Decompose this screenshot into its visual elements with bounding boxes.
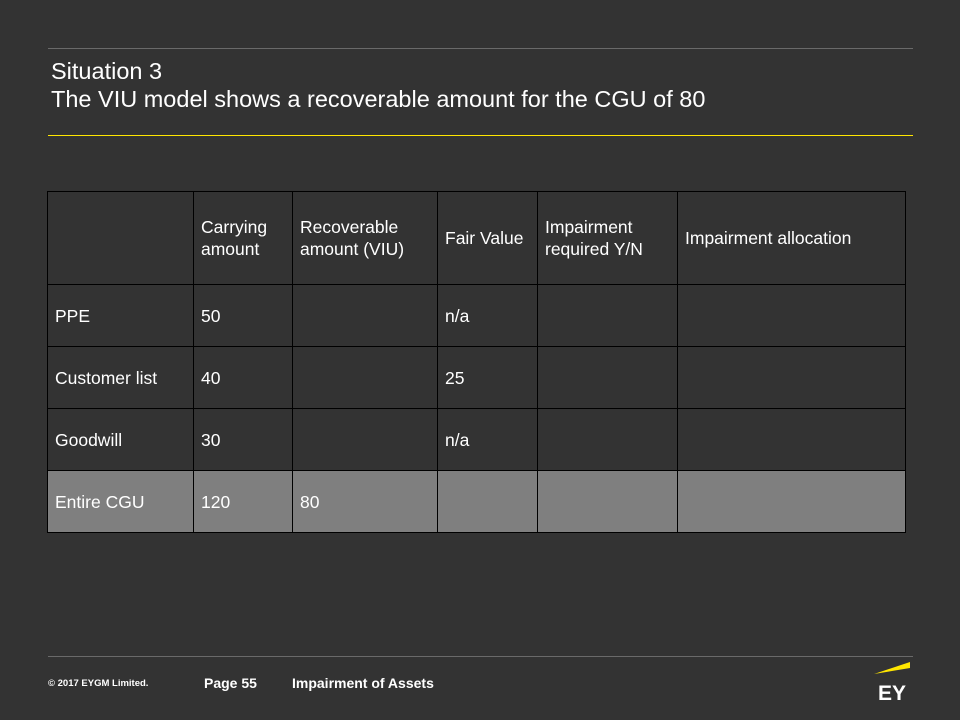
- header-impairment-required: Impairment required Y/N: [537, 191, 678, 285]
- table-cell: [677, 408, 906, 471]
- table-row-total: Entire CGU 120 80: [47, 470, 906, 533]
- header-cell: [47, 191, 194, 285]
- title-line-1: Situation 3: [51, 58, 163, 84]
- table-cell: [437, 470, 538, 533]
- table-cell: [537, 470, 678, 533]
- header-impairment-allocation: Impairment allocation: [677, 191, 906, 285]
- row-label: Goodwill: [47, 408, 194, 471]
- table-cell: [537, 346, 678, 409]
- table-cell: [537, 284, 678, 347]
- header-recoverable-amount: Recoverable amount (VIU): [292, 191, 438, 285]
- title-line-2: The VIU model shows a recoverable amount…: [51, 86, 706, 112]
- table-cell: 30: [193, 408, 293, 471]
- table-cell: 40: [193, 346, 293, 409]
- table-cell: 80: [292, 470, 438, 533]
- table-cell: n/a: [437, 284, 538, 347]
- table-cell: [292, 408, 438, 471]
- table-cell: [292, 284, 438, 347]
- table-cell: [677, 284, 906, 347]
- table-cell: [677, 346, 906, 409]
- table-cell: 120: [193, 470, 293, 533]
- top-divider: [48, 48, 913, 49]
- row-label: PPE: [47, 284, 194, 347]
- row-label: Customer list: [47, 346, 194, 409]
- table-header-row: Carrying amount Recoverable amount (VIU)…: [47, 191, 906, 285]
- copyright-text: © 2017 EYGM Limited.: [48, 678, 149, 689]
- table-cell: 50: [193, 284, 293, 347]
- table-row: PPE 50 n/a: [47, 284, 906, 347]
- page-number: Page 55: [204, 675, 257, 691]
- footer-divider: [48, 656, 913, 657]
- table-cell: [537, 408, 678, 471]
- table-cell: n/a: [437, 408, 538, 471]
- footer-title: Impairment of Assets: [292, 675, 434, 691]
- table-row: Goodwill 30 n/a: [47, 408, 906, 471]
- header-fair-value: Fair Value: [437, 191, 538, 285]
- table-cell: 25: [437, 346, 538, 409]
- table-cell: [677, 470, 906, 533]
- ey-logo: EY: [874, 662, 910, 704]
- slide-title: Situation 3 The VIU model shows a recove…: [51, 57, 705, 113]
- svg-text:EY: EY: [878, 682, 906, 704]
- table-row: Customer list 40 25: [47, 346, 906, 409]
- header-carrying-amount: Carrying amount: [193, 191, 293, 285]
- title-underline: [48, 135, 913, 136]
- table-cell: [292, 346, 438, 409]
- row-label: Entire CGU: [47, 470, 194, 533]
- impairment-table: Carrying amount Recoverable amount (VIU)…: [47, 191, 906, 533]
